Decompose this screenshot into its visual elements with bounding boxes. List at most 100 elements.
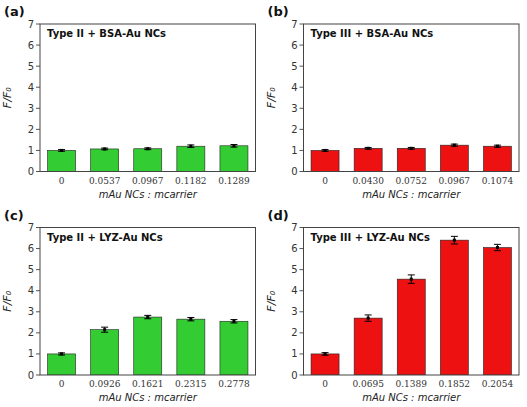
y-tick [36, 87, 40, 88]
error-bar [408, 275, 415, 283]
error-whisker [411, 147, 412, 149]
y-tick-label: 4 [28, 285, 34, 296]
error-whisker [411, 275, 412, 283]
y-tick-label: 3 [28, 103, 34, 114]
panel: 0123456700.04300.07520.09670.1074mAu NCs… [265, 4, 520, 200]
bar [48, 150, 76, 171]
error-cap [494, 244, 501, 245]
x-tick-label: 0.0430 [352, 176, 384, 186]
title: Type II + LYZ-Au NCs [47, 232, 163, 243]
bar [354, 318, 382, 375]
panel: 0123456700.06950.13890.18520.2054mAu NCs… [265, 208, 520, 404]
error-cap [494, 250, 501, 251]
y-tick-label: 1 [291, 348, 297, 359]
y-tick-label: 6 [28, 243, 34, 254]
error-bar [58, 149, 65, 152]
y-tick [36, 171, 40, 172]
plot-frame [304, 24, 520, 172]
panel-label: (a) [4, 4, 25, 19]
error-whisker [61, 353, 62, 355]
error-whisker [325, 353, 326, 356]
y-tick [36, 290, 40, 291]
y-tick [300, 108, 304, 109]
x-tick-label: 0.0967 [439, 176, 471, 186]
y-tick [300, 171, 304, 172]
y-tick-label: 2 [28, 327, 34, 338]
marks [48, 315, 248, 375]
error-whisker [233, 320, 234, 323]
x-tick-label: 0.1621 [132, 379, 164, 389]
y-tick-label: 7 [291, 222, 297, 233]
error-whisker [104, 327, 105, 332]
x-tick-label: 0 [322, 379, 328, 389]
bar [91, 330, 119, 375]
error-bar [187, 317, 194, 320]
y-tick-label: 0 [291, 370, 297, 381]
error-cap [408, 283, 415, 284]
y-tick [300, 290, 304, 291]
panel: 0123456700.05370.09670.11820.1289mAu NCs… [1, 4, 256, 200]
y-tick [36, 45, 40, 46]
error-center [410, 278, 413, 281]
x-tick-label: 0.1289 [218, 176, 250, 186]
y-tick-label: 3 [291, 306, 297, 317]
bar [440, 240, 468, 375]
error-bar [365, 315, 372, 321]
error-center [189, 318, 192, 321]
error-whisker [190, 317, 191, 320]
y-tick [36, 150, 40, 151]
error-whisker [61, 150, 62, 152]
error-whisker [104, 148, 105, 150]
error-whisker [147, 148, 148, 150]
bar [483, 248, 511, 375]
y-tick [300, 248, 304, 249]
y-tick [300, 227, 304, 228]
error-bar [187, 145, 194, 148]
y-tick [300, 353, 304, 354]
y-tick [300, 24, 304, 25]
bar [397, 279, 425, 375]
y-tick-label: 5 [291, 264, 297, 275]
error-bar [101, 327, 108, 332]
y-tick-label: 7 [28, 19, 34, 30]
y-axis-label: F/F₀ [1, 290, 14, 311]
error-bar [230, 144, 237, 147]
error-center [146, 147, 149, 150]
error-center [367, 147, 370, 150]
y-tick-label: 2 [291, 124, 297, 135]
y-tick-label: 6 [291, 40, 297, 51]
error-bar [144, 315, 151, 318]
error-cap [451, 243, 458, 244]
y-tick-label: 0 [28, 370, 34, 381]
error-center [496, 246, 499, 249]
y-tick [36, 227, 40, 228]
error-cap [408, 274, 415, 275]
error-center [324, 352, 327, 355]
error-bar [408, 147, 415, 150]
error-whisker [368, 147, 369, 149]
x-tick-label: 0.0752 [396, 176, 428, 186]
bar [177, 319, 205, 375]
panel-label: (d) [268, 208, 289, 223]
error-whisker [454, 236, 455, 244]
y-tick-label: 2 [291, 327, 297, 338]
bar [440, 145, 468, 171]
x-tick-label: 0.1852 [439, 379, 471, 389]
error-center [232, 320, 235, 323]
x-tick-label: 0.1074 [482, 176, 514, 186]
y-tick-label: 4 [28, 82, 34, 93]
x-tick-label: 0.0695 [352, 379, 384, 389]
x-tick-label: 0.0967 [132, 176, 164, 186]
bar [311, 354, 339, 375]
error-bar [322, 352, 329, 355]
y-tick [300, 87, 304, 88]
y-tick-label: 1 [28, 145, 34, 156]
error-whisker [368, 315, 369, 321]
bar [220, 321, 248, 375]
error-center [60, 149, 63, 152]
error-bar [322, 149, 329, 152]
error-center [410, 147, 413, 150]
error-bar [101, 147, 108, 150]
y-tick-label: 1 [291, 145, 297, 156]
y-tick [36, 332, 40, 333]
